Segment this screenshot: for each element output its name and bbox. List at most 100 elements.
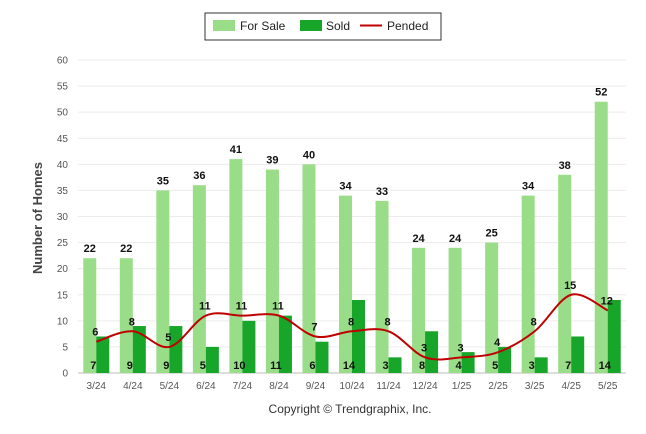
sold-bar <box>498 346 512 373</box>
for-sale-value-label: 52 <box>595 87 607 99</box>
sold-bar <box>425 331 439 373</box>
for-sale-value-label: 25 <box>486 228 498 240</box>
for-sale-value-label: 41 <box>230 144 242 156</box>
y-tick-label: 45 <box>57 134 69 145</box>
for-sale-value-label: 33 <box>376 186 388 198</box>
pended-value-label: 3 <box>421 342 427 354</box>
pended-line-layer <box>95 293 609 361</box>
pended-value-label: 8 <box>531 316 537 328</box>
y-tick-label: 40 <box>57 160 69 171</box>
y-axis-label: Number of Homes <box>30 162 45 274</box>
y-tick-label: 55 <box>57 82 69 93</box>
pended-value-label: 11 <box>236 301 248 313</box>
x-tick-label: 10/24 <box>339 381 364 392</box>
for-sale-value-label: 24 <box>412 233 425 245</box>
y-tick-label: 25 <box>57 238 69 249</box>
for-sale-value-label: 22 <box>120 243 132 255</box>
pended-value-label: 15 <box>564 280 576 292</box>
x-tick-label: 11/24 <box>376 381 401 392</box>
x-tick-label: 5/24 <box>160 381 180 392</box>
for-sale-value-label: 38 <box>559 160 571 172</box>
pended-value-label: 8 <box>384 316 390 328</box>
legend-box <box>204 12 442 41</box>
copyright-text: Copyright © Trendgraphix, Inc. <box>269 402 432 416</box>
y-tick-label: 60 <box>57 56 69 67</box>
sold-value-label: 3 <box>529 360 535 372</box>
sold-bar <box>571 336 585 373</box>
x-tick-label: 9/24 <box>306 381 326 392</box>
for-sale-value-label: 34 <box>339 181 352 193</box>
for-sale-bar <box>521 195 535 373</box>
y-tick-label: 50 <box>57 108 69 119</box>
sold-value-label: 7 <box>565 360 571 372</box>
x-tick-label: 2/25 <box>488 381 508 392</box>
pended-value-label: 5 <box>165 332 171 344</box>
for-sale-bar <box>302 164 316 373</box>
pended-value-label: 12 <box>601 295 613 307</box>
sold-bar <box>461 352 475 373</box>
sold-value-label: 3 <box>382 360 388 372</box>
for-sale-value-label: 39 <box>266 155 278 167</box>
pended-value-label: 3 <box>458 342 464 354</box>
sold-bar <box>132 326 146 373</box>
x-tick-label: 4/24 <box>123 381 143 392</box>
legend-label-pended: Pended <box>387 19 428 33</box>
sold-value-label: 9 <box>127 360 133 372</box>
legend-swatch-sold <box>300 20 322 31</box>
for-sale-value-label: 24 <box>449 233 462 245</box>
sold-value-label: 9 <box>163 360 169 372</box>
sold-value-label: 8 <box>419 360 425 372</box>
for-sale-value-label: 34 <box>522 181 535 193</box>
pended-value-label: 11 <box>199 301 211 313</box>
for-sale-value-label: 36 <box>193 170 205 182</box>
pended-line <box>95 293 609 361</box>
pended-value-label: 6 <box>92 327 98 339</box>
for-sale-bar <box>558 174 572 373</box>
sold-bar <box>278 315 292 373</box>
x-tick-label: 5/25 <box>598 381 618 392</box>
for-sale-bar <box>265 169 279 373</box>
for-sale-value-label: 22 <box>84 243 96 255</box>
bars <box>83 101 621 373</box>
y-tick-label: 10 <box>57 316 69 327</box>
sold-bar <box>352 299 365 373</box>
sold-value-label: 14 <box>343 360 356 372</box>
pended-value-label: 4 <box>494 337 501 349</box>
sold-value-label: 11 <box>270 360 282 372</box>
y-tick-label: 5 <box>62 342 68 353</box>
legend-label-sold: Sold <box>326 19 350 33</box>
sold-bar <box>242 320 256 373</box>
for-sale-bar <box>448 247 462 373</box>
x-tick-label: 6/24 <box>196 381 216 392</box>
legend-label-for-sale: For Sale <box>240 19 286 33</box>
y-tick-label: 30 <box>57 212 69 223</box>
sold-bar <box>607 299 621 373</box>
x-tick-label: 7/24 <box>233 381 253 392</box>
sold-value-label: 6 <box>309 360 315 372</box>
x-tick-label: 4/25 <box>561 381 581 392</box>
x-tick-label: 3/25 <box>525 381 545 392</box>
sold-value-label: 10 <box>233 360 245 372</box>
x-tick-label: 3/24 <box>87 381 107 392</box>
x-tick-label: 1/25 <box>452 381 472 392</box>
x-tick-label: 8/24 <box>269 381 289 392</box>
for-sale-bar <box>485 242 499 373</box>
y-tick-label: 20 <box>57 264 69 275</box>
y-tick-label: 0 <box>62 369 68 380</box>
sold-bar <box>205 346 219 373</box>
for-sale-bar <box>119 258 133 373</box>
sold-value-label: 14 <box>599 360 612 372</box>
sold-bar <box>534 357 548 373</box>
for-sale-value-label: 40 <box>303 149 315 161</box>
pended-value-label: 7 <box>311 321 317 333</box>
sold-value-label: 5 <box>492 360 498 372</box>
y-tick-label: 35 <box>57 186 69 197</box>
data-labels: 2276229835953651141101139111140673414833… <box>84 87 613 372</box>
for-sale-bar <box>412 247 426 373</box>
for-sale-bar <box>594 101 608 373</box>
pended-value-label: 11 <box>272 301 284 313</box>
sold-bar <box>388 357 402 373</box>
sold-bar <box>96 336 110 373</box>
